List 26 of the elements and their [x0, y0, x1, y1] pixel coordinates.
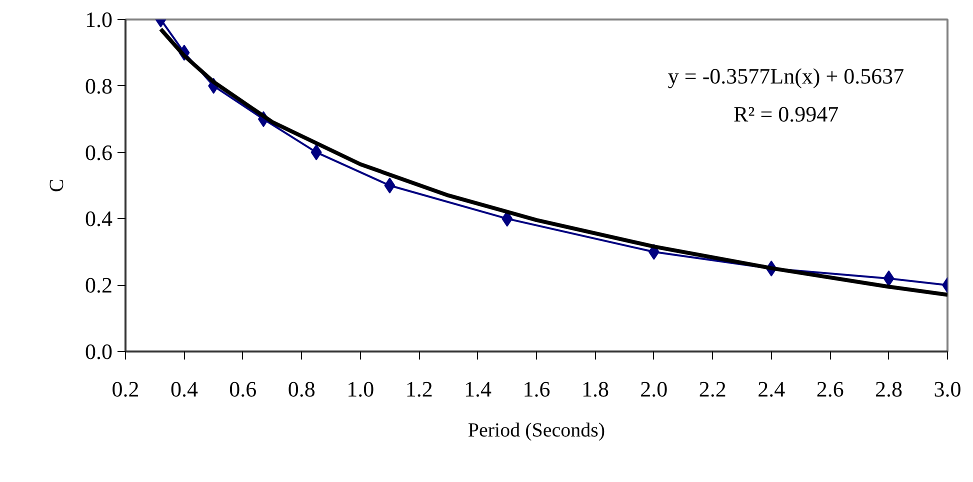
- x-tick-label: 0.2: [112, 376, 140, 402]
- y-tick-label: 0.0: [85, 339, 112, 364]
- x-tick-label: 1.6: [522, 376, 550, 402]
- x-axis-title: Period (Seconds): [468, 420, 606, 442]
- point: [384, 178, 396, 194]
- x-tick-label: 1.4: [464, 376, 492, 402]
- y-tick-label: 0.4: [85, 206, 112, 232]
- y-tick-label: 0.8: [85, 73, 112, 98]
- x-tick-label: 0.4: [170, 376, 198, 402]
- x-tick-label: 2.2: [698, 376, 726, 402]
- x-tick-label: 2.0: [640, 376, 668, 402]
- annotation: R² = 0.9947: [733, 102, 839, 127]
- x-tick-label: 1.8: [581, 376, 609, 402]
- x-tick-label: 0.8: [288, 376, 316, 402]
- y-tick-label: 1.0: [85, 7, 112, 32]
- y-tick-label: 0.6: [85, 140, 112, 165]
- x-tick-label: 2.4: [758, 376, 786, 402]
- y-tick-label: 0.2: [85, 272, 112, 298]
- y-axis-title: C: [46, 178, 68, 192]
- x-tick-label: 2.8: [875, 376, 903, 402]
- x-tick-label: 2.6: [816, 376, 844, 402]
- x-tick-label: 1.2: [405, 376, 433, 402]
- annotation: y = -0.3577Ln(x) + 0.5637: [668, 63, 904, 88]
- x-tick-label: 1.0: [346, 376, 374, 402]
- x-tick-label: 3.0: [934, 376, 962, 402]
- x-tick-label: 0.6: [229, 376, 257, 402]
